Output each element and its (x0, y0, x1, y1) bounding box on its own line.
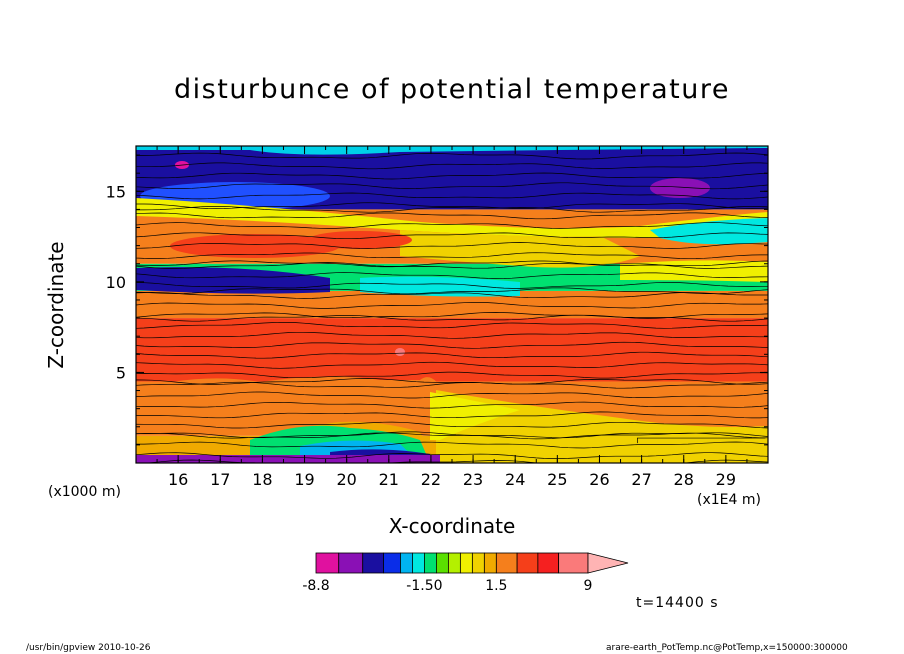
contour-lines (136, 152, 768, 463)
contour-line (136, 351, 768, 359)
contour-line (136, 401, 768, 409)
colorbar-bin (558, 552, 589, 574)
x-tick-label: 28 (674, 470, 694, 489)
contour-line (136, 252, 768, 260)
contour-line (136, 361, 768, 369)
contour-line (637, 437, 766, 444)
region-band (136, 318, 768, 382)
colorbar-tick-label: 1.5 (485, 578, 507, 594)
contour-line (136, 287, 768, 295)
contour-line (136, 341, 768, 349)
colorbar-tick-label: 9 (584, 578, 593, 594)
contour-line (136, 292, 768, 299)
time-label: t=14400 s (636, 595, 719, 611)
contour-line (136, 222, 768, 229)
x-tick-label: 19 (294, 470, 314, 489)
contour-line (136, 272, 768, 279)
x-tick-label: 18 (252, 470, 272, 489)
y-axis: 5 10 15 (106, 154, 768, 446)
contour-line (136, 381, 768, 389)
contour-line (136, 152, 768, 160)
contour-line (136, 391, 768, 399)
colorbar-bin (338, 552, 364, 574)
y-tick-label: 10 (106, 273, 126, 292)
contour-line (136, 232, 768, 240)
contour-line (136, 302, 768, 309)
contour-line (136, 202, 768, 209)
x-tick-label: 25 (547, 470, 567, 489)
contour-line (136, 282, 768, 289)
contour-line (136, 331, 768, 339)
contour-line (136, 411, 768, 419)
contour-line (136, 192, 768, 200)
colorbar-bin (315, 552, 340, 574)
colorbar-bin (436, 552, 449, 574)
contour-line (136, 441, 768, 449)
colorbar-bin (424, 552, 437, 574)
contour-line (136, 321, 768, 329)
x-tick-label: 17 (210, 470, 230, 489)
contour-line (136, 172, 768, 180)
contour-line (136, 242, 768, 249)
x-tick-label: 29 (716, 470, 736, 489)
x-tick-label: 22 (421, 470, 441, 489)
contour-line (136, 262, 768, 269)
plot-accents (136, 146, 768, 463)
chart-title: disturbunce of potential temperature (174, 74, 730, 105)
x-tick-label: 20 (336, 470, 356, 489)
x-tick-label: 16 (168, 470, 188, 489)
y-tick-label: 5 (116, 363, 126, 382)
contour-line (136, 432, 768, 440)
x-axis-unit: (x1E4 m) (697, 492, 761, 508)
contour-line (136, 162, 768, 170)
colorbar-bin (383, 552, 401, 574)
contour-line (136, 312, 768, 319)
contour-line (136, 459, 768, 463)
x-axis-label: X-coordinate (388, 514, 516, 538)
x-tick-label: 24 (505, 470, 525, 489)
colorbar-bin (495, 552, 518, 574)
x-tick-label: 23 (463, 470, 483, 489)
colorbar-bin (516, 552, 539, 574)
colorbar-tick-label: -8.8 (302, 578, 329, 594)
y-axis-unit: (x1000 m) (48, 484, 121, 500)
y-tick-label: 15 (106, 182, 126, 201)
contour-line (136, 431, 768, 439)
colorbar-bin (447, 552, 461, 574)
footer-right: arare-earth_PotTemp.nc@PotTemp,x=150000:… (606, 643, 848, 653)
colorbar-bin (537, 552, 560, 574)
x-tick-label: 26 (589, 470, 609, 489)
contour-line (136, 371, 768, 379)
colorbar-bin (400, 552, 413, 574)
contour-line (136, 205, 768, 213)
colorbar-tick-label: -1.50 (406, 578, 442, 594)
contour-line (136, 314, 768, 322)
colorbar-bin (362, 552, 384, 574)
colorbar: -8.8 -1.50 1.5 9 (302, 552, 629, 594)
colorbar-bin (412, 552, 425, 574)
contour-line (136, 212, 768, 220)
contour-line (136, 378, 768, 385)
x-tick-label: 21 (379, 470, 399, 489)
x-tick-label: 27 (631, 470, 651, 489)
contour-line (136, 452, 768, 459)
footer-left: /usr/bin/gpview 2010-10-26 (26, 643, 151, 653)
contour-line (136, 182, 768, 190)
colorbar-extend (587, 552, 629, 574)
colorbar-bin (483, 552, 497, 574)
colorbar-bin (459, 552, 473, 574)
x-axis: 16 17 18 19 20 21 22 23 24 25 26 27 28 29 (135, 146, 769, 489)
colorbar-bin (471, 552, 485, 574)
contour-line (136, 421, 768, 429)
